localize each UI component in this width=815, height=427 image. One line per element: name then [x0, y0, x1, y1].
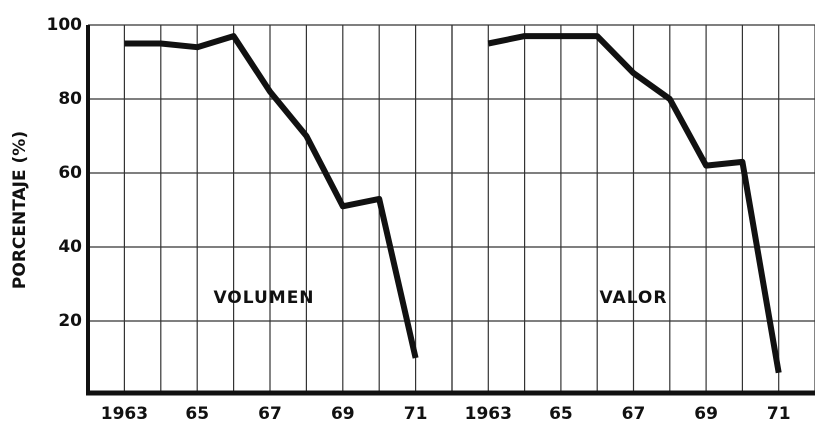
x-tick-label: 71	[404, 404, 428, 424]
y-axis-label: PORCENTAJE (%)	[10, 131, 30, 289]
y-tick-label: 100	[47, 15, 83, 35]
x-tick-label: 1963	[465, 404, 512, 424]
x-tick-label: 69	[694, 404, 718, 424]
annotation: VOLUMEN	[213, 288, 314, 308]
x-tick-label: 65	[185, 404, 209, 424]
y-tick-label: 20	[58, 311, 82, 331]
x-tick-label: 67	[622, 404, 646, 424]
y-tick-label: 80	[58, 89, 82, 109]
x-tick-label: 71	[767, 404, 791, 424]
data-line	[487, 33, 782, 374]
y-tick-label: 40	[58, 237, 82, 257]
x-tick-label: 69	[331, 404, 355, 424]
x-tick-label: 67	[258, 404, 282, 424]
x-tick-label: 1963	[101, 404, 148, 424]
annotation: VALOR	[600, 288, 668, 308]
y-tick-label: 60	[58, 163, 82, 183]
x-tick-label: 65	[549, 404, 573, 424]
data-line	[124, 33, 419, 359]
